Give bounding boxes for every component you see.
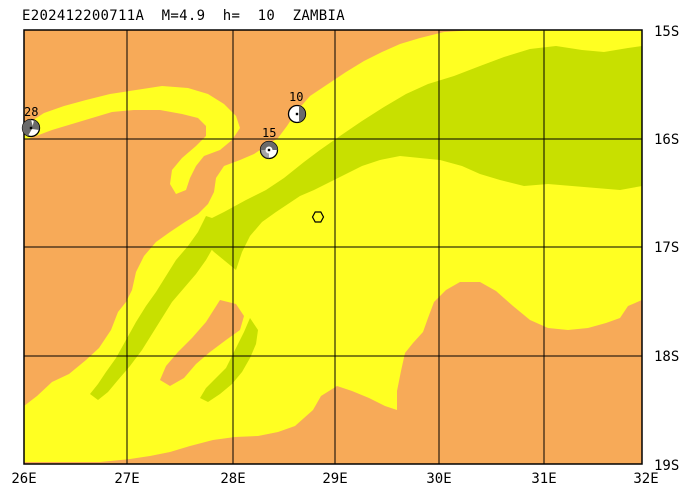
focal-mechanism-icon: [259, 140, 279, 160]
green-ridge-main: [198, 46, 642, 270]
orange-inset-region: [160, 300, 244, 386]
station-label: 15: [262, 126, 276, 140]
map-title: E202412200711A M=4.9 h= 10 ZAMBIA: [22, 8, 345, 24]
focal-mechanism-icon: [21, 118, 41, 138]
lat-tick-label: 17S: [654, 240, 679, 256]
lat-tick-label: 15S: [654, 24, 679, 40]
lon-tick-label: 28E: [220, 471, 245, 487]
green-ridge-west: [90, 216, 220, 400]
lon-tick-label: 27E: [114, 471, 139, 487]
station-28: 28: [21, 105, 41, 138]
focal-mechanism-icon: [287, 104, 307, 124]
lon-axis: 26E 27E 28E 29E 30E 31E 32E: [11, 471, 658, 487]
station-label: 10: [289, 90, 303, 104]
lon-tick-label: 32E: [633, 471, 658, 487]
lon-tick-label: 30E: [426, 471, 451, 487]
lon-tick-label: 26E: [11, 471, 36, 487]
lon-tick-label: 29E: [322, 471, 347, 487]
lat-tick-label: 16S: [654, 132, 679, 148]
green-patch-south: [200, 318, 258, 402]
lon-tick-label: 31E: [531, 471, 556, 487]
station-label: 28: [24, 105, 38, 119]
map-frame: [23, 29, 643, 465]
lat-axis: 15S 16S 17S 18S 19S: [654, 24, 679, 474]
station-15: 15: [259, 126, 279, 160]
yellow-north-corridor: [24, 86, 240, 194]
lat-tick-label: 18S: [654, 349, 679, 365]
hexagon-epicenter-icon: [311, 211, 325, 223]
grid-lines: [24, 30, 642, 464]
station-10: 10: [287, 90, 307, 124]
lat-tick-label: 19S: [654, 458, 679, 474]
